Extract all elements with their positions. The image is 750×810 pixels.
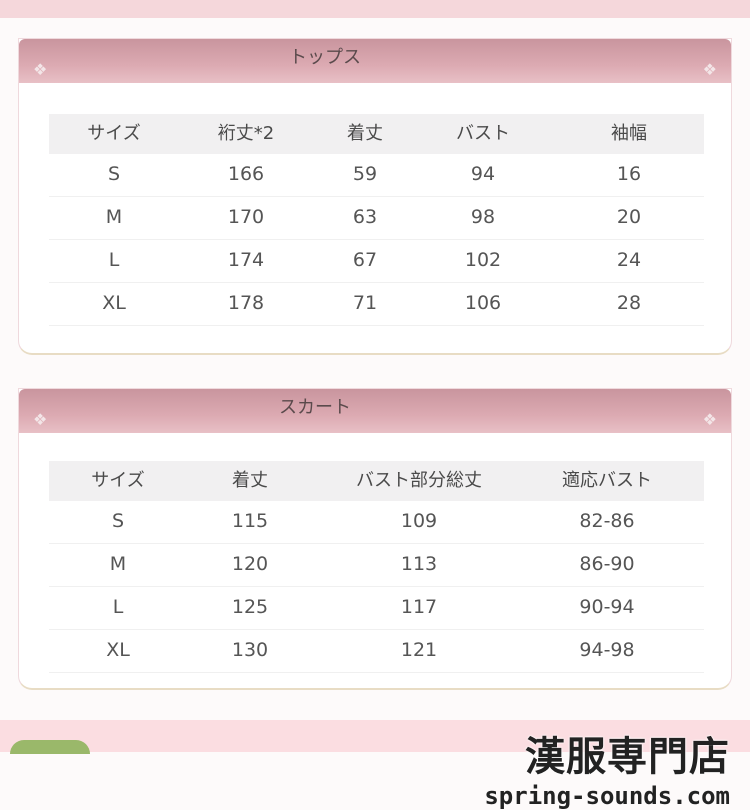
table-cell: S bbox=[111, 510, 125, 532]
column-header: サイズ bbox=[87, 123, 141, 144]
table-cell: 59 bbox=[352, 163, 378, 185]
column-header: 適応バスト bbox=[562, 470, 652, 491]
table-cell: 178 bbox=[227, 292, 265, 314]
column-header: サイズ bbox=[91, 470, 145, 491]
shop-logo: 漢服専門店 spring-sounds.com bbox=[484, 724, 730, 810]
ornament-icon: ❖ bbox=[702, 60, 717, 79]
table-row: M 120 113 86-90 bbox=[49, 544, 704, 587]
table-row: L 174 67 102 24 bbox=[49, 240, 704, 283]
table-cell: 102 bbox=[464, 249, 502, 271]
logo-domain: spring-sounds.com bbox=[484, 782, 730, 810]
table-cell: 94 bbox=[470, 163, 496, 185]
table-cell: 125 bbox=[231, 596, 269, 618]
table-cell: 86-90 bbox=[579, 553, 635, 575]
column-header: バスト bbox=[456, 123, 510, 144]
table-cell: 170 bbox=[227, 206, 265, 228]
table-cell: 115 bbox=[231, 510, 269, 532]
header-row: サイズ 裄丈*2 着丈 バスト 袖幅 bbox=[49, 114, 704, 154]
table-row: S 166 59 94 16 bbox=[49, 154, 704, 197]
table-cell: 98 bbox=[470, 206, 496, 228]
table-cell: 120 bbox=[231, 553, 269, 575]
table-cell: 109 bbox=[400, 510, 438, 532]
card-header: ❖ スカート ❖ bbox=[19, 389, 731, 433]
skirt-size-card: ❖ スカート ❖ サイズ 着丈 バスト部分総丈 適応バスト S 115 109 82-86 M 1… bbox=[18, 388, 732, 690]
logo-japanese: 漢服専門店 bbox=[525, 734, 730, 780]
leaf-image bbox=[10, 740, 90, 754]
column-header: 袖幅 bbox=[611, 123, 647, 144]
top-band bbox=[0, 0, 750, 18]
table-cell: 166 bbox=[227, 163, 265, 185]
table-cell: XL bbox=[106, 639, 130, 661]
header-row: サイズ 着丈 バスト部分総丈 適応バスト bbox=[49, 461, 704, 501]
table-cell: 94-98 bbox=[579, 639, 635, 661]
column-header: 着丈 bbox=[347, 123, 383, 144]
table-row: M 170 63 98 20 bbox=[49, 197, 704, 240]
card-header: ❖ トップス ❖ bbox=[19, 39, 731, 83]
table-cell: 28 bbox=[616, 292, 642, 314]
table-row: S 115 109 82-86 bbox=[49, 501, 704, 544]
ornament-icon: ❖ bbox=[33, 410, 48, 429]
table-cell: 106 bbox=[464, 292, 502, 314]
tops-size-table: サイズ 裄丈*2 着丈 バスト 袖幅 S 166 59 94 16 M 170 63 98 20 L 174 67… bbox=[49, 114, 704, 326]
table-cell: S bbox=[107, 163, 121, 185]
card-title: スカート bbox=[279, 397, 351, 418]
table-row: XL 130 121 94-98 bbox=[49, 630, 704, 673]
table-cell: 63 bbox=[352, 206, 378, 228]
card-title: トップス bbox=[289, 47, 361, 68]
ornament-icon: ❖ bbox=[702, 410, 717, 429]
skirt-size-table: サイズ 着丈 バスト部分総丈 適応バスト S 115 109 82-86 M 120 113 86-9… bbox=[49, 461, 704, 673]
table-cell: 24 bbox=[616, 249, 642, 271]
table-cell: L bbox=[108, 249, 120, 271]
table-cell: 71 bbox=[352, 292, 378, 314]
table-row: XL 178 71 106 28 bbox=[49, 283, 704, 326]
table-cell: 20 bbox=[616, 206, 642, 228]
table-row: L 125 117 90-94 bbox=[49, 587, 704, 630]
column-header: 着丈 bbox=[232, 470, 268, 491]
table-cell: 174 bbox=[227, 249, 265, 271]
table-cell: 113 bbox=[400, 553, 438, 575]
table-cell: XL bbox=[102, 292, 126, 314]
column-header: 裄丈*2 bbox=[217, 123, 275, 144]
table-cell: L bbox=[112, 596, 124, 618]
ornament-icon: ❖ bbox=[33, 60, 48, 79]
table-cell: 130 bbox=[231, 639, 269, 661]
table-cell: 121 bbox=[400, 639, 438, 661]
column-header: バスト部分総丈 bbox=[356, 470, 482, 491]
table-cell: 90-94 bbox=[579, 596, 635, 618]
table-cell: 16 bbox=[616, 163, 642, 185]
table-cell: 67 bbox=[352, 249, 378, 271]
tops-size-card: ❖ トップス ❖ サイズ 裄丈*2 着丈 バスト 袖幅 S 166 59 94 16 M 170 63 9… bbox=[18, 38, 732, 355]
bottom-band bbox=[0, 720, 750, 752]
table-cell: 117 bbox=[400, 596, 438, 618]
table-cell: 82-86 bbox=[579, 510, 635, 532]
table-cell: M bbox=[109, 553, 127, 575]
table-cell: M bbox=[105, 206, 123, 228]
